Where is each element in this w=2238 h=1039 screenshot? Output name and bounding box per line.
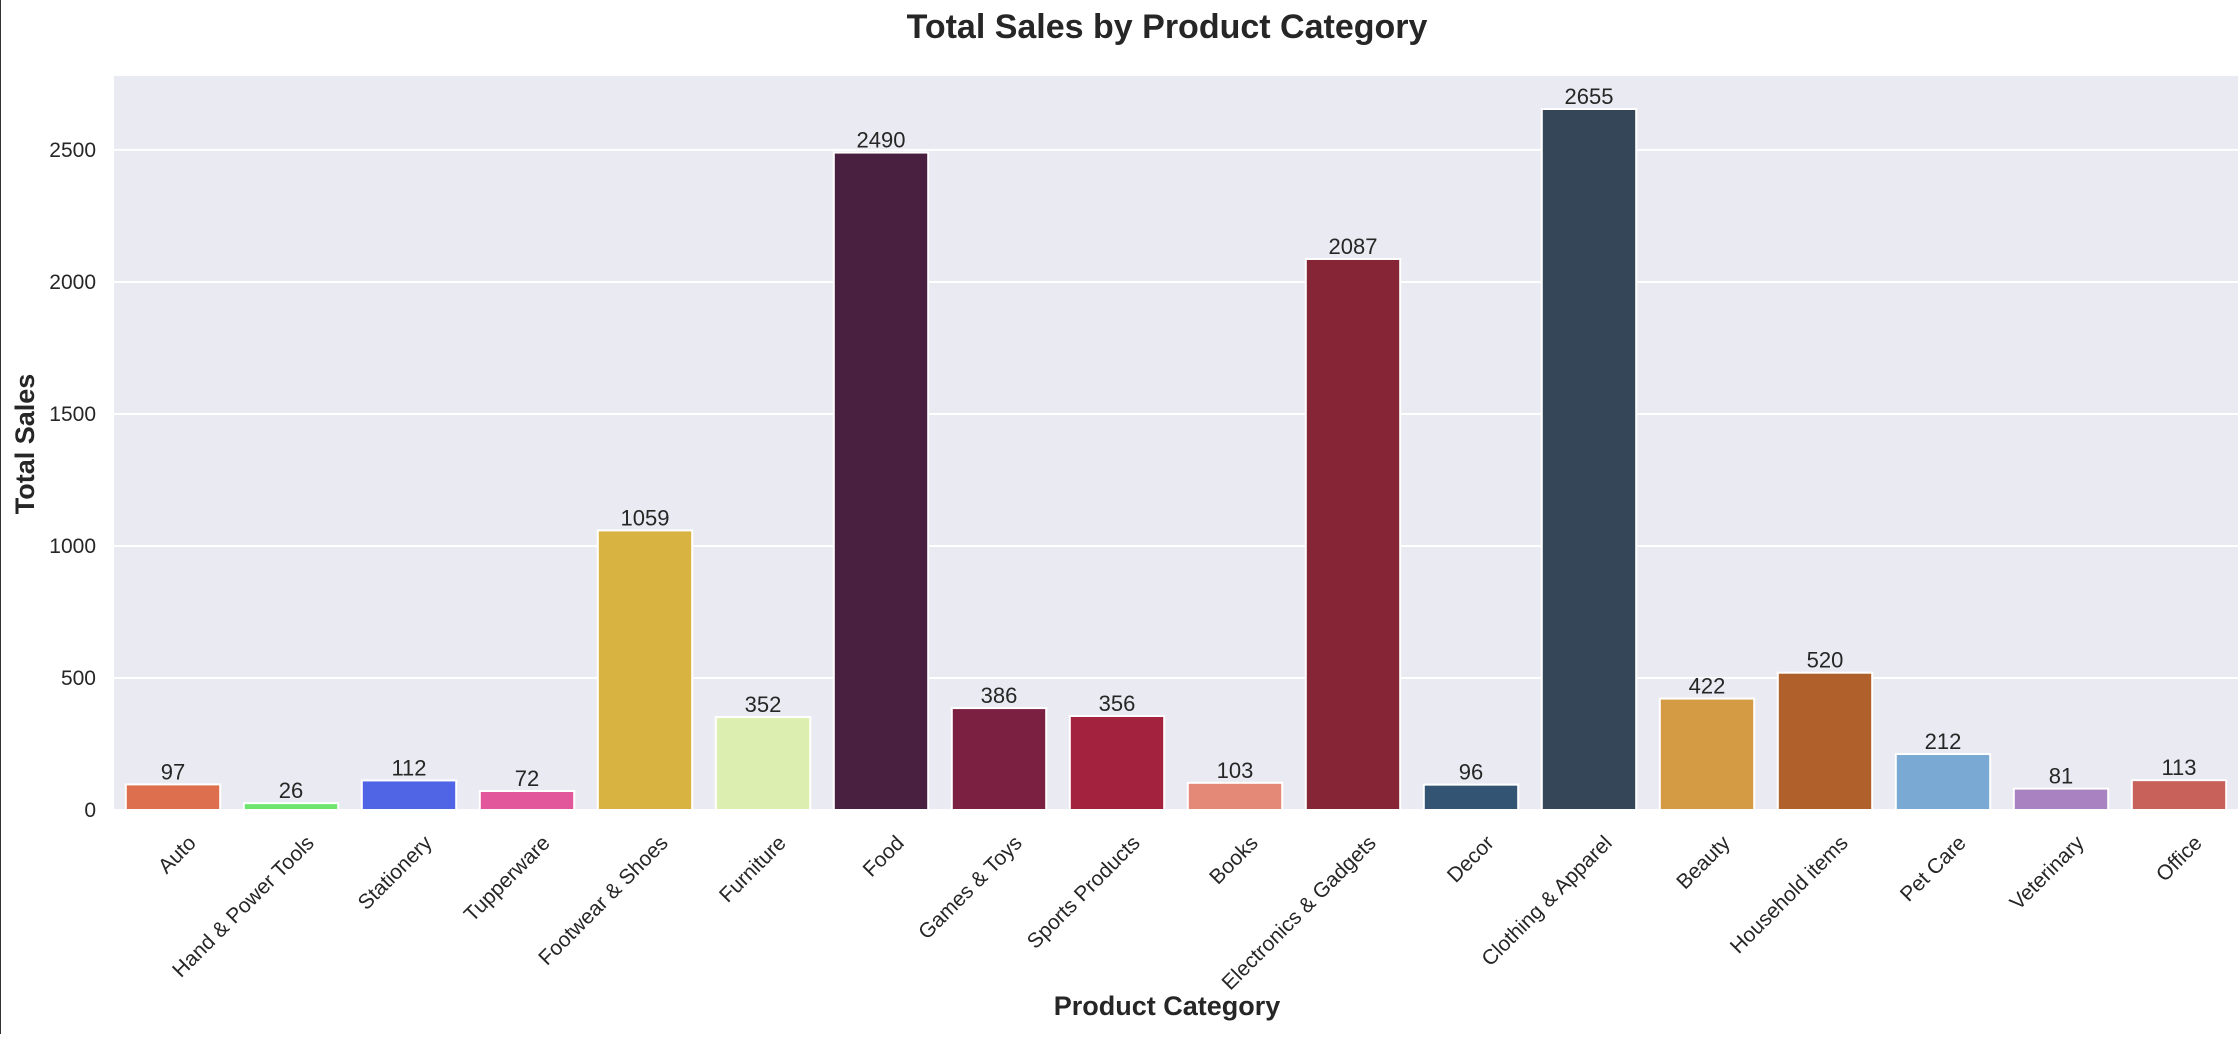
grid-lines [114, 148, 2238, 811]
data-label: 352 [745, 692, 782, 717]
y-tick-label: 2000 [49, 271, 96, 294]
x-tick-label: Stationery [354, 831, 437, 914]
data-label: 96 [1459, 760, 1483, 785]
y-tick-label: 0 [84, 799, 96, 822]
plot-area [114, 76, 2238, 810]
x-tick-label: Pet Care [1896, 831, 1971, 906]
bar [832, 151, 930, 811]
bar [950, 707, 1048, 812]
bars [124, 108, 2228, 812]
bar [124, 783, 222, 812]
data-label: 356 [1099, 691, 1136, 716]
data-label: 422 [1689, 674, 1726, 699]
x-tick-label: Household items [1726, 831, 1853, 958]
data-label: 81 [2049, 764, 2073, 789]
bar [1658, 697, 1756, 811]
data-label: 2655 [1565, 84, 1614, 109]
x-tick-label: Sports Products [1023, 831, 1145, 953]
bar [242, 802, 340, 812]
data-label: 2490 [857, 128, 906, 153]
bar [596, 529, 694, 812]
data-labels: 97 26 112 72 1059 352 2490 386 356 103 2087 96 2655 4… [161, 84, 2197, 803]
data-label: 112 [391, 755, 426, 780]
bar [1540, 108, 1638, 811]
x-tick-label: Clothing & Apparel [1477, 831, 1616, 970]
bar [2012, 787, 2110, 811]
x-tick-label: Tupperware [460, 831, 555, 926]
x-tick-label: Office [2152, 831, 2207, 886]
x-tick-label: Beauty [1672, 831, 1735, 894]
data-label: 1059 [621, 505, 670, 530]
y-tick-label: 2500 [49, 139, 96, 162]
bar [478, 789, 576, 812]
bar [1894, 753, 1992, 811]
data-label: 72 [515, 766, 539, 791]
y-tick-labels: 0 500 1000 1500 2000 2500 [49, 139, 96, 822]
x-tick-label: Furniture [715, 831, 791, 907]
y-axis-title: Total Sales [10, 374, 40, 515]
bar [360, 779, 458, 811]
x-tick-label: Veterinary [2006, 831, 2089, 914]
x-tick-label: Decor [1443, 831, 1499, 887]
bar [1304, 257, 1402, 812]
y-tick-label: 1500 [49, 403, 96, 426]
bar [1186, 781, 1284, 812]
data-label: 520 [1807, 648, 1844, 673]
data-label: 2087 [1329, 234, 1378, 259]
bar [1422, 783, 1520, 812]
x-axis-title: Product Category [1054, 991, 1281, 1021]
x-tick-label: Food [859, 831, 909, 881]
x-tick-label: Footwear & Shoes [534, 831, 672, 969]
bar [1068, 715, 1166, 811]
data-label: 26 [279, 778, 303, 803]
x-tick-label: Auto [154, 831, 201, 878]
chart-title: Total Sales by Product Category [907, 8, 1428, 46]
data-label: 212 [1925, 729, 1962, 754]
data-label: 103 [1217, 758, 1254, 783]
data-label: 386 [981, 683, 1018, 708]
bar [2130, 779, 2228, 811]
bar [714, 716, 812, 812]
x-tick-label: Games & Toys [914, 831, 1027, 944]
y-tick-label: 500 [61, 667, 96, 690]
data-label: 97 [161, 759, 185, 784]
data-label: 113 [2161, 755, 2196, 780]
x-tick-label: Books [1205, 831, 1263, 889]
bar [1776, 671, 1874, 811]
y-tick-label: 1000 [49, 535, 96, 558]
